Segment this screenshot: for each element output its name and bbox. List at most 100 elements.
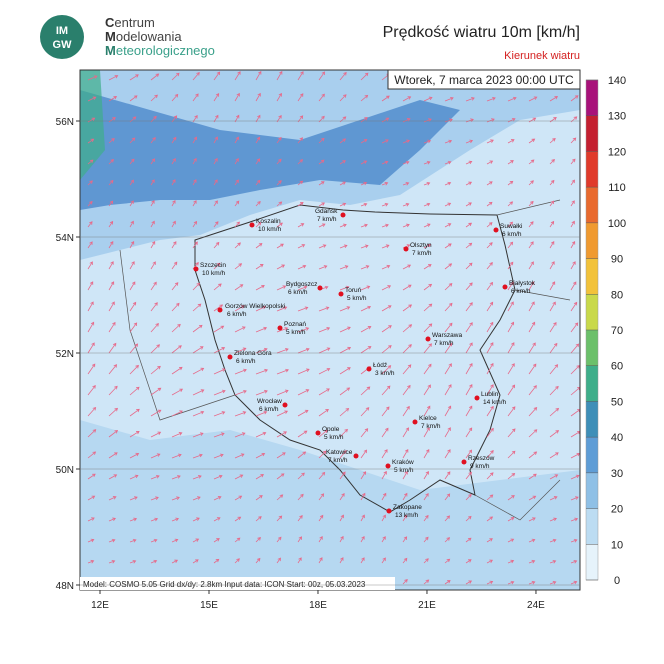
wind-arrow [360,181,368,186]
wind-arrow [276,92,282,102]
wind-arrow [192,432,204,438]
wind-arrow [570,559,578,564]
wind-arrow [381,181,389,186]
wind-arrow [528,495,537,501]
colorbar-segment [586,187,598,223]
wind-arrow [255,222,262,228]
wind-arrow [528,261,534,270]
wind-arrow [486,222,493,228]
wind-arrow [528,221,534,228]
wind-arrow [87,301,94,312]
wind-arrow [339,367,351,375]
wind-arrow [423,470,429,480]
wind-arrow [234,495,243,501]
wind-arrow [318,202,326,207]
city-wind: 10 km/h [202,270,226,277]
wind-arrow [171,453,182,459]
wind-arrow [171,282,179,291]
city-wind: 6 km/h [259,406,279,413]
wind-arrow [318,71,326,81]
wind-arrow [549,159,555,165]
wind-arrow [486,118,495,123]
wind-arrow [297,472,305,480]
wind-arrow [276,348,289,354]
wind-arrow [276,494,284,501]
wind-arrow [549,452,559,459]
wind-arrow [255,495,263,501]
wind-arrow [255,243,263,249]
city-wind: 5 km/h [347,295,367,302]
wind-arrow [360,557,365,564]
wind-arrow [255,179,261,186]
wind-arrow [192,559,199,564]
wind-arrow [318,93,325,102]
wind-arrow [213,221,219,228]
wind-arrow [213,325,225,333]
wind-arrow [108,74,119,81]
wind-arrow [108,200,114,207]
city-dot [353,453,359,459]
wind-arrow [507,281,514,291]
wind-arrow [549,220,555,228]
city-name: Suwałki [500,223,522,230]
wind-arrow [528,96,538,102]
wind-arrow [486,362,494,375]
wind-arrow [87,241,93,249]
wind-arrow [402,405,410,417]
wind-arrow [276,243,284,249]
wind-arrow [276,327,289,333]
wind-arrow [129,322,138,333]
wind-arrow [87,451,97,459]
wind-arrow [192,453,203,459]
wind-arrow [465,362,473,375]
wind-arrow [150,240,156,249]
wind-arrow [276,285,287,291]
wind-arrow [297,93,304,102]
wind-arrow [465,515,472,522]
wind-arrow [360,72,369,81]
wind-arrow [402,536,408,543]
wind-arrow [87,96,97,102]
wind-arrow [360,346,372,354]
wind-arrow [87,117,96,123]
wind-arrow [255,200,261,207]
wind-arrow [87,429,97,438]
wind-arrow [213,453,224,459]
wind-arrow [276,410,289,417]
wind-arrow [339,535,344,543]
wind-arrow [423,118,432,123]
wind-arrow [192,200,197,207]
wind-arrow [507,180,514,186]
wind-arrow [360,285,371,291]
city-name: Bydgoszcz [286,281,317,288]
city-wind: 6 km/h [227,311,247,318]
date: Wtorek, 7 marca 2023 00:00 UTC [394,73,574,87]
wind-arrow [402,427,409,438]
wind-arrow [213,283,222,291]
city-wind: 7 km/h [421,423,441,430]
wind-arrow [486,160,494,165]
wind-arrow [192,282,201,291]
wind-arrow [423,363,432,375]
wind-arrow [360,223,368,228]
wind-arrow [234,242,241,249]
wind-arrow [507,384,516,396]
lat-label: 48N [56,581,74,592]
wind-arrow [549,138,556,144]
city-name: Opole [322,426,340,433]
colorbar-segment [586,151,598,188]
city-dot [277,325,283,331]
wind-arrow [87,385,96,396]
wind-arrow [549,342,558,354]
wind-arrow [360,386,371,396]
wind-arrow [129,559,137,564]
wind-arrow [549,301,556,312]
wind-arrow [339,557,344,564]
wind-arrow [87,495,96,501]
wind-arrow [129,386,140,396]
wind-arrow [507,321,515,333]
wind-arrow [318,244,327,249]
colorbar-segment [586,401,598,438]
